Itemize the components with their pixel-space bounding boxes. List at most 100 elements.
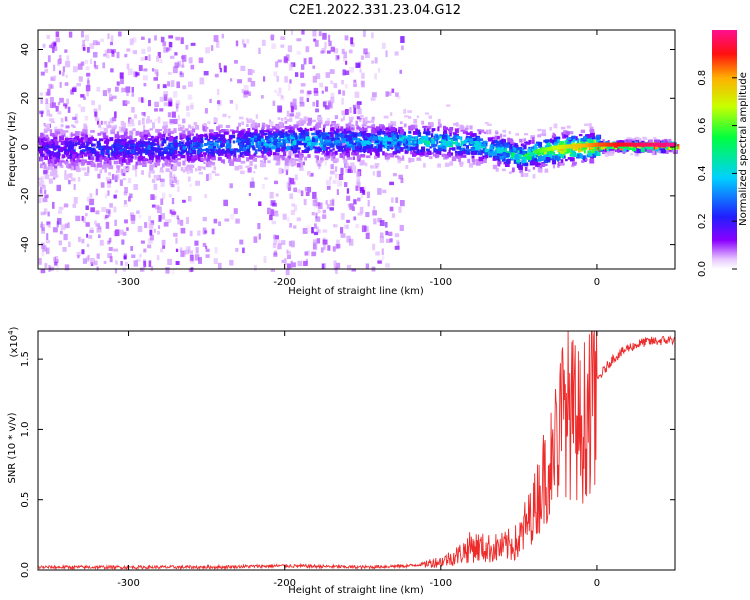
heatmap-cell <box>76 251 81 257</box>
heatmap-cell <box>395 197 399 203</box>
heatmap-cell <box>403 109 406 114</box>
heatmap-cell <box>480 129 484 133</box>
heatmap-cell <box>620 142 624 147</box>
heatmap-cell <box>72 158 75 162</box>
heatmap-cell <box>370 119 375 123</box>
heatmap-cell <box>354 150 360 156</box>
heatmap-cell <box>40 186 42 194</box>
heatmap-cell <box>161 142 165 146</box>
heatmap-cell <box>285 158 289 163</box>
heatmap-cell <box>132 123 135 127</box>
heatmap-cell <box>230 213 235 220</box>
heatmap-cell <box>345 145 350 150</box>
heatmap-cell <box>502 139 506 143</box>
heatmap-cell <box>176 144 180 147</box>
heatmap-cell <box>544 168 549 173</box>
heatmap-cell <box>137 226 143 233</box>
heatmap-cell <box>186 145 190 149</box>
heatmap-cell <box>168 41 173 48</box>
heatmap-cell <box>287 118 291 122</box>
heatmap-cell <box>453 123 458 126</box>
heatmap-cell <box>147 132 151 137</box>
heatmap-cell <box>349 107 352 114</box>
heatmap-cell <box>173 165 178 171</box>
heatmap-cell <box>422 139 427 143</box>
heatmap-cell <box>630 153 633 156</box>
heatmap-cell <box>384 143 388 149</box>
heatmap-cell <box>107 253 112 259</box>
heatmap-cell <box>491 140 495 145</box>
y-tick-label: 0.5 <box>20 492 31 508</box>
heatmap-cell <box>555 139 559 144</box>
heatmap-cell <box>345 168 348 173</box>
heatmap-cell <box>430 140 436 145</box>
heatmap-cell <box>327 245 331 251</box>
heatmap-cell <box>458 153 463 157</box>
heatmap-cell <box>397 141 402 146</box>
heatmap-cell <box>280 131 284 135</box>
heatmap-cell <box>513 144 516 148</box>
heatmap-cell <box>295 112 301 117</box>
heatmap-cell <box>633 142 637 147</box>
heatmap-cell <box>45 240 51 244</box>
heatmap-cell <box>284 166 289 172</box>
heatmap-cell <box>221 143 225 146</box>
heatmap-cell <box>570 149 576 152</box>
heatmap-cell <box>250 123 256 128</box>
heatmap-cell <box>266 151 271 156</box>
heatmap-cell <box>549 126 552 131</box>
heatmap-cell <box>274 180 278 185</box>
heatmap-cell <box>116 81 120 86</box>
heatmap-cell <box>220 129 226 133</box>
x-tick-label: -200 <box>273 578 296 589</box>
heatmap-cell <box>182 85 187 90</box>
heatmap-cell <box>298 133 301 137</box>
heatmap-cell <box>322 150 325 155</box>
heatmap-cell <box>300 83 306 87</box>
heatmap-cell <box>311 227 314 234</box>
heatmap-cell <box>78 103 81 108</box>
heatmap-cell <box>127 155 132 161</box>
heatmap-cell <box>258 201 262 206</box>
heatmap-cell <box>667 142 671 147</box>
heatmap-cell <box>290 260 293 268</box>
heatmap-cell <box>402 141 406 146</box>
heatmap-cell <box>325 136 330 140</box>
heatmap-cell <box>321 152 324 155</box>
heatmap-cell <box>287 187 291 191</box>
heatmap-cell <box>75 160 79 163</box>
heatmap-cell <box>386 131 392 136</box>
heatmap-cell <box>289 79 292 84</box>
heatmap-cell <box>576 152 582 155</box>
heatmap-cell <box>460 155 465 158</box>
heatmap-cell <box>353 168 357 174</box>
heatmap-cell <box>341 97 344 105</box>
heatmap-cell <box>144 222 148 228</box>
heatmap-cell <box>402 143 406 146</box>
heatmap-cell <box>501 157 506 162</box>
heatmap-cell <box>605 145 608 151</box>
heatmap-cell <box>352 153 357 156</box>
heatmap-cell <box>73 197 78 204</box>
heatmap-cell <box>286 250 291 255</box>
heatmap-cell <box>132 50 137 54</box>
heatmap-cell <box>94 138 97 141</box>
heatmap-cell <box>503 162 506 165</box>
heatmap-cell <box>288 63 293 71</box>
heatmap-cell <box>52 161 56 166</box>
heatmap-cell <box>442 143 447 149</box>
heatmap-cell <box>194 168 198 172</box>
heatmap-cell <box>291 203 295 207</box>
heatmap-cell <box>287 216 290 222</box>
heatmap-cell <box>339 128 342 131</box>
heatmap-cell <box>625 148 629 152</box>
heatmap-cell <box>343 131 348 135</box>
heatmap-cell <box>313 87 319 94</box>
heatmap-cell <box>648 139 653 143</box>
heatmap-cell <box>95 210 100 215</box>
heatmap-cell <box>216 143 219 149</box>
heatmap-cell <box>86 150 89 155</box>
heatmap-cell <box>332 148 335 151</box>
heatmap-cell <box>272 136 275 141</box>
heatmap-cell <box>98 153 103 158</box>
